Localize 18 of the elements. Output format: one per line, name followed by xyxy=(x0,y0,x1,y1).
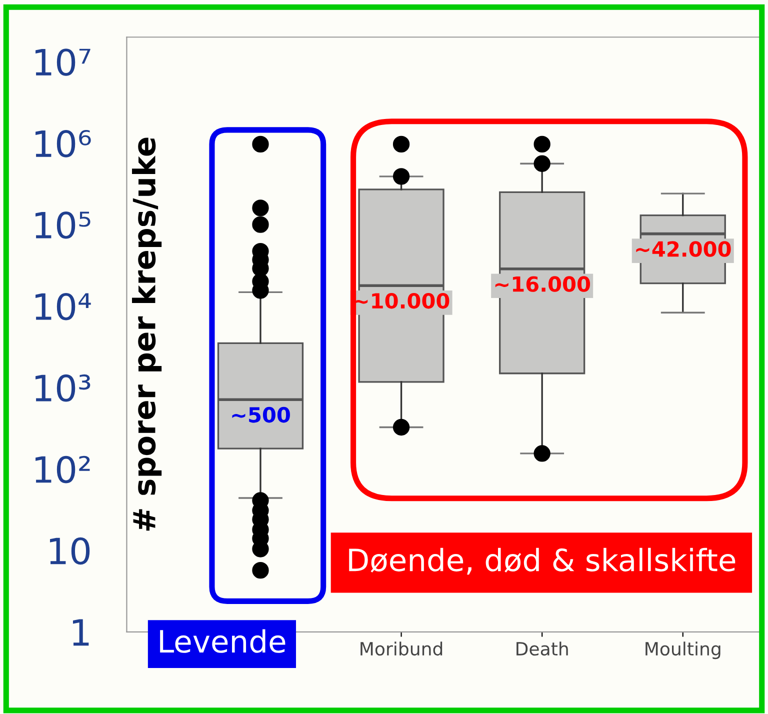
y-tick-label: 10² xyxy=(36,456,90,484)
y-tick-label: 10³ xyxy=(36,374,90,402)
y-tick-label: 10⁴ xyxy=(36,292,91,320)
y-tick-label: 10⁷ xyxy=(36,48,90,76)
annotation: ~500 xyxy=(232,406,290,423)
annotation: Døende, død & skallskifte xyxy=(349,548,736,575)
x-tick-label: Moribund xyxy=(360,642,442,656)
y-tick-label: 10 xyxy=(50,537,90,565)
annotation: ~10.000 xyxy=(354,292,450,309)
y-axis-title: # sporer per kreps/uke xyxy=(132,138,162,531)
y-tick-label: 1 xyxy=(72,619,89,646)
y-tick-label: 10⁶ xyxy=(36,130,91,158)
x-tick-label: Moulting xyxy=(646,642,720,660)
y-tick-label: 10⁵ xyxy=(36,211,90,239)
annotation: ~16.000 xyxy=(495,276,590,292)
annotation: ~42.000 xyxy=(636,241,731,257)
annotation: Levende xyxy=(160,629,286,653)
x-tick-label: Death xyxy=(516,642,568,656)
